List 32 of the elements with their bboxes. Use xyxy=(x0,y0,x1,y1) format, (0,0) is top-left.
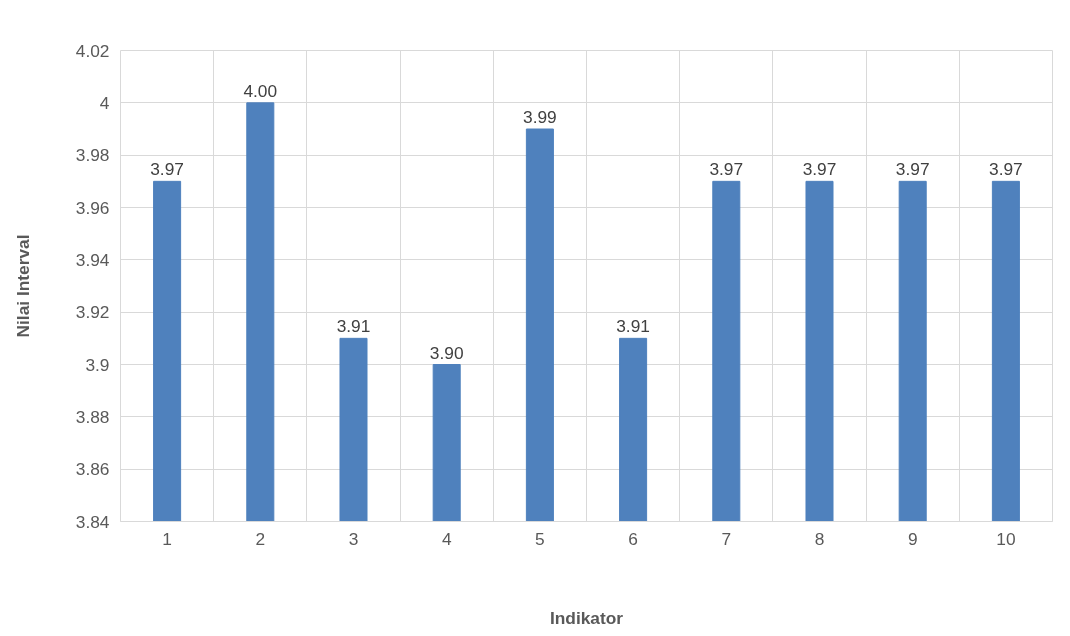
data-label: 4.00 xyxy=(243,80,278,101)
x-tick-label: 3 xyxy=(348,528,359,549)
data-label: 3.97 xyxy=(150,159,184,180)
y-tick-label: 4 xyxy=(99,92,110,113)
y-tick-label: 3.84 xyxy=(75,511,110,532)
x-tick-label: 5 xyxy=(535,528,545,549)
y-tick-label: 3.92 xyxy=(75,302,110,323)
data-label: 3.97 xyxy=(802,159,837,180)
data-label: 3.90 xyxy=(429,342,464,363)
y-tick-label: 3.9 xyxy=(85,354,110,375)
y-tick-label: 3.88 xyxy=(75,406,110,427)
x-tick-label: 2 xyxy=(255,528,266,549)
data-label: 3.91 xyxy=(616,316,650,337)
y-tick-label: 3.94 xyxy=(75,249,110,270)
x-axis-title: Indikator xyxy=(549,607,624,628)
data-label: 3.97 xyxy=(989,159,1023,180)
data-label: 3.97 xyxy=(895,159,930,180)
y-tick-label: 3.98 xyxy=(75,145,110,166)
data-label: 3.91 xyxy=(336,316,371,337)
x-tick-label: 9 xyxy=(907,528,918,549)
y-tick-label: 4.02 xyxy=(75,40,110,61)
x-tick-label: 7 xyxy=(721,528,732,549)
x-tick-label: 4 xyxy=(441,528,452,549)
x-tick-label: 8 xyxy=(814,528,825,549)
x-tick-label: 10 xyxy=(996,528,1016,549)
x-tick-label: 1 xyxy=(162,528,172,549)
data-label: 3.97 xyxy=(709,159,744,180)
y-tick-label: 3.96 xyxy=(75,197,110,218)
x-tick-label: 6 xyxy=(628,528,638,549)
y-axis-title: Nilai Interval xyxy=(12,234,33,338)
data-label: 3.99 xyxy=(523,107,557,127)
y-tick-label: 3.86 xyxy=(75,459,110,480)
